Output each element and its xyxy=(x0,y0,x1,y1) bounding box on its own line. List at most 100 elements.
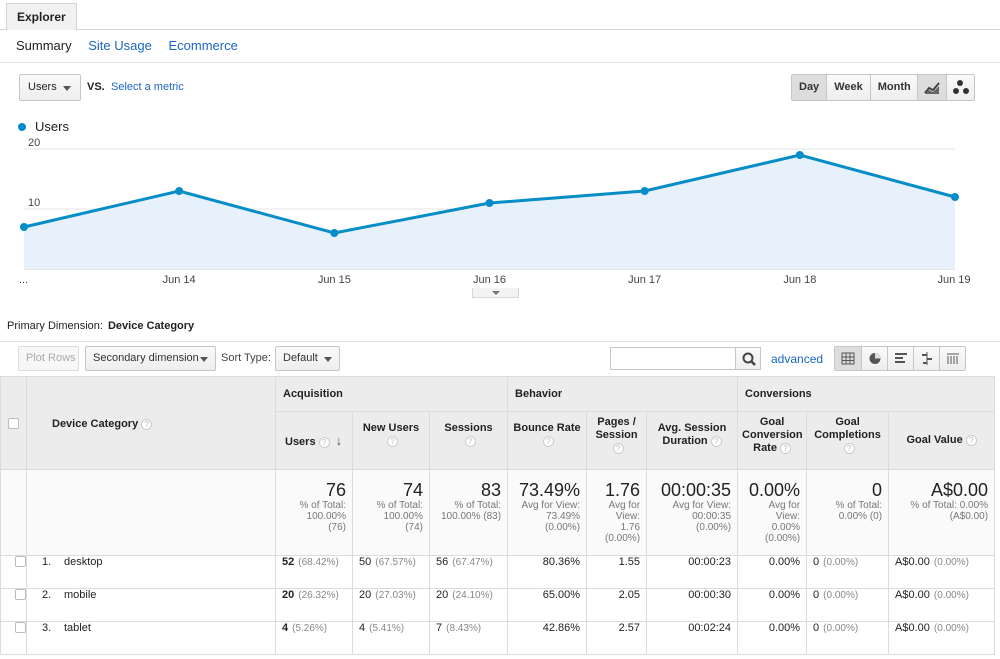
period-month-button[interactable]: Month xyxy=(869,75,918,100)
metric-dropdown[interactable]: Users xyxy=(19,74,81,101)
cell-percent: (0.00%) xyxy=(823,590,859,601)
goal-value-cell: A$0.00 (0.00%) xyxy=(888,621,996,655)
table-view-toggle xyxy=(834,346,966,371)
column-header-pages-per-session[interactable]: Pages / Session? xyxy=(586,411,648,470)
help-icon[interactable]: ? xyxy=(710,435,722,447)
total-cell: 74% of Total: 100.00% (74) xyxy=(352,469,430,556)
tab-explorer[interactable]: Explorer xyxy=(6,3,77,31)
column-header-avg-session-duration[interactable]: Avg. Session Duration? xyxy=(646,411,739,470)
column-header-goal-value[interactable]: Goal Value? xyxy=(888,411,996,470)
conversion-rate-cell: 0.00% xyxy=(737,555,808,589)
pie-view-button[interactable] xyxy=(861,347,887,370)
new-users-cell: 4 (5.41%) xyxy=(352,621,430,655)
help-icon[interactable]: ? xyxy=(141,418,153,430)
period-day-button[interactable]: Day xyxy=(792,75,827,100)
new-users-cell: 20 (27.03%) xyxy=(352,588,430,622)
row-checkbox[interactable] xyxy=(15,589,26,600)
device-name-link[interactable]: desktop xyxy=(64,556,103,568)
cell-value: A$0.00 xyxy=(895,622,930,634)
cell-value: 52 xyxy=(282,556,295,568)
subtab-ecommerce[interactable]: Ecommerce xyxy=(168,38,238,53)
device-name-link[interactable]: mobile xyxy=(64,589,97,601)
search-icon xyxy=(742,352,756,366)
pages-per-session-cell: 2.05 xyxy=(586,588,648,622)
total-sub: Avg for View: 1.76 (0.00%) xyxy=(605,500,641,544)
help-icon[interactable]: ? xyxy=(387,435,398,447)
sort-type-dropdown[interactable]: Default xyxy=(275,346,340,371)
device-category-table: Device Category? Acquisition Behavior Co… xyxy=(0,376,996,655)
chevron-down-icon xyxy=(63,86,71,91)
column-label: Users xyxy=(285,436,316,448)
comparison-view-button[interactable] xyxy=(913,347,939,370)
bounce-rate-cell: 42.86% xyxy=(507,621,588,655)
help-icon[interactable]: ? xyxy=(543,435,555,447)
row-checkbox[interactable] xyxy=(15,622,26,633)
help-icon[interactable]: ? xyxy=(843,442,855,454)
column-header-bounce-rate[interactable]: Bounce Rate? xyxy=(507,411,588,470)
cell-percent: (0.00%) xyxy=(933,623,969,634)
primary-dimension-value[interactable]: Device Category xyxy=(107,320,195,332)
select-all-checkbox[interactable] xyxy=(8,418,19,429)
sort-type-value: Default xyxy=(283,352,318,364)
sort-desc-icon[interactable]: ↓ xyxy=(335,433,343,448)
cell-value: 0 xyxy=(813,556,820,568)
total-value: A$0.00 xyxy=(931,480,989,500)
cell-value: 20 xyxy=(282,589,295,601)
help-icon[interactable]: ? xyxy=(318,436,330,448)
motion-chart-view-button[interactable] xyxy=(946,75,974,100)
cell-percent: (67.57%) xyxy=(375,557,416,568)
device-name-link[interactable]: tablet xyxy=(64,622,91,634)
dimension-column-header[interactable]: Device Category? xyxy=(26,376,276,470)
period-week-button[interactable]: Week xyxy=(826,75,870,100)
total-cell: 76% of Total: 100.00% (76) xyxy=(275,469,353,556)
subtab-site-usage[interactable]: Site Usage xyxy=(88,38,152,53)
column-header-sessions[interactable]: Sessions? xyxy=(428,411,509,470)
cell-value: 4 xyxy=(359,622,366,634)
cell-percent: (68.42%) xyxy=(298,557,339,568)
x-tick-label: Jun 17 xyxy=(628,274,661,286)
cell-percent: (0.00%) xyxy=(823,623,859,634)
x-tick-label: Jun 16 xyxy=(473,274,506,286)
chart-collapse-handle[interactable] xyxy=(472,288,519,298)
column-header-goal-completions[interactable]: Goal Completions? xyxy=(806,411,890,470)
row-checkbox[interactable] xyxy=(15,556,26,567)
data-point xyxy=(485,199,494,207)
pie-chart-icon xyxy=(869,353,881,364)
cell-value: 50 xyxy=(359,556,372,568)
search-button[interactable] xyxy=(735,347,761,370)
select-metric-link[interactable]: Select a metric xyxy=(111,81,184,93)
data-point xyxy=(795,151,804,159)
primary-dimension: Primary Dimension: Device Category xyxy=(7,320,194,332)
advanced-filter-link[interactable]: advanced xyxy=(771,352,824,366)
completions-cell: 0 (0.00%) xyxy=(806,621,890,655)
total-sub: Avg for View: 0.00% (0.00%) xyxy=(765,500,801,544)
help-icon[interactable]: ? xyxy=(612,442,624,454)
series-area xyxy=(24,155,955,269)
help-icon[interactable]: ? xyxy=(464,435,476,447)
comparison-icon xyxy=(922,352,932,365)
help-icon[interactable]: ? xyxy=(965,434,977,446)
cell-value: 4 xyxy=(282,622,289,634)
row-index: 2. xyxy=(42,589,52,601)
performance-view-button[interactable] xyxy=(887,347,913,370)
column-header-new-users[interactable]: New Users? xyxy=(352,411,430,470)
plot-rows-button[interactable]: Plot Rows xyxy=(18,346,79,371)
table-view-button[interactable] xyxy=(835,347,861,370)
cell-percent: (0.00%) xyxy=(933,590,969,601)
help-icon[interactable]: ? xyxy=(779,442,791,454)
row-select-cell xyxy=(0,588,27,622)
cell-value: 0 xyxy=(813,622,820,634)
select-all-cell xyxy=(0,376,27,470)
subtab-nav: Summary Site Usage Ecommerce xyxy=(16,38,251,53)
row-index: 1. xyxy=(42,556,52,568)
pivot-view-button[interactable] xyxy=(939,347,965,370)
column-header-users[interactable]: Users? ↓ xyxy=(275,411,353,470)
x-tick-label: Jun 18 xyxy=(783,274,816,286)
legend-label: Users xyxy=(35,119,69,134)
column-header-goal-conversion-rate[interactable]: Goal Conversion Rate? xyxy=(737,411,808,470)
table-search-input[interactable] xyxy=(610,347,736,370)
secondary-dimension-dropdown[interactable]: Secondary dimension xyxy=(85,346,216,371)
cell-value: 0 xyxy=(813,589,820,601)
subtab-summary[interactable]: Summary xyxy=(16,38,72,53)
line-chart-view-button[interactable] xyxy=(918,75,946,100)
